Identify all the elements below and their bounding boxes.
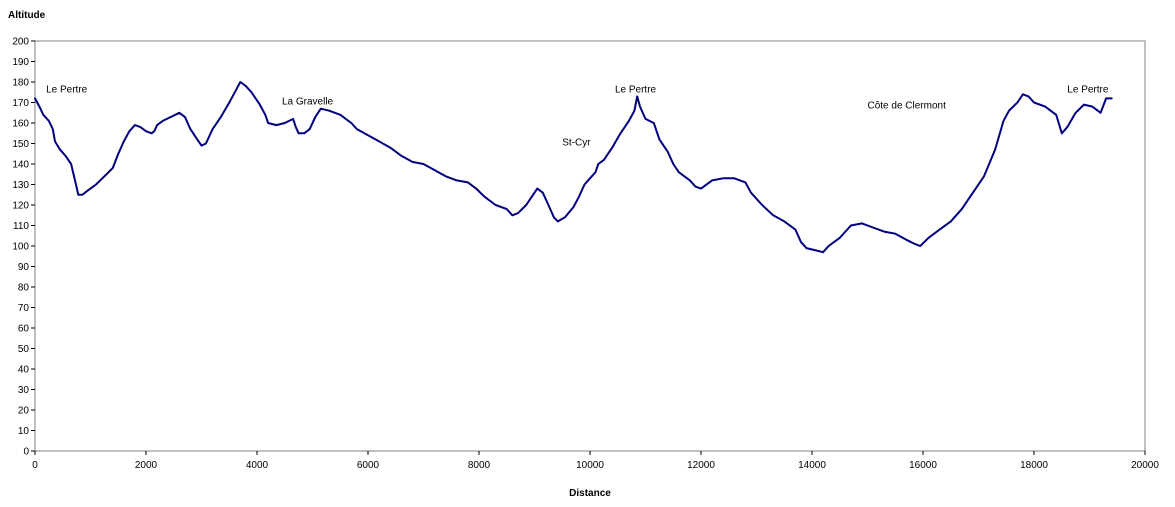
y-tick-label: 90 xyxy=(18,262,30,273)
altitude-series-line-0 xyxy=(34,81,1113,254)
x-tick-label: 18000 xyxy=(1020,460,1048,471)
place-annotation: Le Pertre xyxy=(46,84,88,95)
x-tick-label: 12000 xyxy=(687,460,715,471)
place-annotation: Le Pertre xyxy=(1067,84,1109,95)
y-tick-label: 100 xyxy=(12,242,29,253)
x-tick-label: 10000 xyxy=(576,460,604,471)
place-annotation: Le Pertre xyxy=(615,84,657,95)
x-tick-label: 6000 xyxy=(357,460,380,471)
annotation-layer: Le Pertre La Gravelle St-Cyr Le Pertre Côte … xyxy=(46,84,1109,148)
x-tick-label: 16000 xyxy=(909,460,937,471)
y-tick-label: 70 xyxy=(18,303,30,314)
y-tick-label: 80 xyxy=(18,283,30,294)
plot-area xyxy=(34,40,1146,452)
y-tick-label: 120 xyxy=(12,201,29,212)
y-tick-label: 20 xyxy=(18,406,30,417)
y-tick-label: 140 xyxy=(12,160,29,171)
y-tick-label: 150 xyxy=(12,139,29,150)
x-tick-label: 8000 xyxy=(468,460,491,471)
y-tick-label: 160 xyxy=(12,119,29,130)
x-tick-label: 2000 xyxy=(135,460,158,471)
x-tick-label: 14000 xyxy=(798,460,826,471)
y-tick-label: 130 xyxy=(12,180,29,191)
place-annotation: La Gravelle xyxy=(282,97,334,108)
y-tick-label: 60 xyxy=(18,324,30,335)
y-tick-label: 0 xyxy=(23,447,29,458)
place-annotation: Côte de Clermont xyxy=(868,101,947,112)
x-tick-label: 20000 xyxy=(1131,460,1159,471)
x-tick-label: 0 xyxy=(32,460,38,471)
series-layer xyxy=(34,81,1113,254)
y-tick-label: 10 xyxy=(18,426,30,437)
y-tick-label: 40 xyxy=(18,365,30,376)
y-tick-label: 110 xyxy=(13,221,29,232)
x-axis-title: Distance xyxy=(569,488,611,499)
y-tick-label: 170 xyxy=(12,98,29,109)
y-axis-ticks: 0 10 20 30 40 50 60 70 80 90 100 110 120 130 140 150 160… xyxy=(12,37,35,458)
y-tick-label: 30 xyxy=(18,385,30,396)
y-tick-label: 50 xyxy=(18,344,30,355)
y-tick-label: 200 xyxy=(12,37,29,48)
x-tick-label: 4000 xyxy=(246,460,269,471)
x-axis-ticks: 0 2000 4000 6000 8000 10000 12000 14000 16000 180… xyxy=(32,451,1159,471)
y-tick-label: 190 xyxy=(12,57,29,68)
place-annotation: St-Cyr xyxy=(562,138,591,149)
y-axis-title: Altitude xyxy=(8,10,46,21)
y-tick-label: 180 xyxy=(12,78,29,89)
